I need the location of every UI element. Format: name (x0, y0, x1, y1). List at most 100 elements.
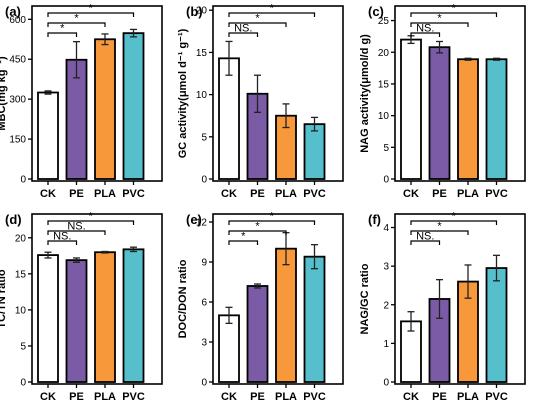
y-axis-title: MBC(mg kg⁻¹) (0, 56, 8, 131)
plot-frame (31, 5, 163, 182)
panel-label: (b) (186, 4, 203, 19)
significance-label: NS. (234, 23, 252, 35)
y-tick-label: 3 (383, 262, 389, 273)
x-tick-label: PLA (275, 188, 297, 200)
panel-label: (f) (368, 212, 381, 227)
bar-ck (218, 57, 240, 180)
bar-pvc (122, 32, 145, 180)
bar-pla (457, 58, 479, 180)
significance-bracket (410, 240, 441, 245)
y-tick-label: 2 (383, 300, 389, 311)
y-tick-label: 5 (201, 132, 207, 143)
y-axis-title: GC activity(μmol d⁻¹ g⁻¹) (177, 28, 189, 158)
significance-label: NS. (416, 23, 434, 35)
bar-pla (94, 251, 116, 383)
significance-label: * (437, 13, 442, 25)
panel-4: (e) 0 3 6 9 12 DOC/DON ratio CK PE PLA PVC * * * (177, 211, 344, 403)
significance-label: * (270, 3, 275, 15)
x-tick-label: PE (432, 391, 447, 403)
x-tick-label: CK (221, 188, 237, 200)
plot-frame (212, 5, 344, 182)
significance-bracket (410, 220, 498, 225)
x-tick-label: PVC (485, 188, 508, 200)
y-tick-label: 20 (378, 48, 390, 59)
significance-bracket (47, 230, 106, 235)
significance-bracket (228, 230, 287, 235)
bar-pe (65, 259, 88, 383)
y-axis-title: TC/TN ratio (0, 269, 8, 329)
y-tick-label: 15 (196, 48, 208, 59)
x-tick-label: CK (40, 391, 56, 403)
plot-frame (31, 213, 163, 385)
significance-bracket (410, 230, 469, 235)
y-tick-label: 6 (201, 298, 207, 309)
plot-frame (212, 213, 344, 385)
bar-pvc (122, 248, 145, 383)
y-tick-label: 0 (20, 175, 26, 186)
bar-pvc (485, 267, 508, 383)
bar-pvc (303, 123, 326, 180)
significance-label: * (60, 23, 65, 35)
y-tick-label: 300 (9, 95, 26, 106)
x-tick-label: PE (250, 188, 265, 200)
y-tick-label: 5 (20, 341, 26, 352)
x-tick-label: PVC (303, 188, 326, 200)
y-tick-label: 450 (9, 55, 26, 66)
panel-label: (d) (5, 212, 22, 227)
plot-frame (394, 213, 526, 385)
panel-label: (c) (368, 4, 384, 19)
y-tick-label: 25 (378, 16, 390, 27)
significance-label: * (452, 211, 457, 223)
significance-label: * (452, 3, 457, 15)
bar-pla (275, 247, 297, 383)
significance-label: * (241, 231, 246, 243)
bar-ck (400, 38, 422, 180)
panel-2: (c) 0 5 10 15 20 25 NAG activity(μmol/d g) CK PE P… (359, 3, 526, 200)
y-tick-label: 10 (15, 305, 27, 316)
panel-0: (a) 0 150 300 450 600 MBC(mg kg⁻¹) CK PE PLA PVC * *… (0, 3, 163, 200)
bar-pvc (303, 255, 326, 383)
significance-label: * (255, 221, 260, 233)
significance-bracket (228, 32, 259, 37)
significance-bracket (47, 12, 135, 17)
x-tick-label: PLA (457, 188, 479, 200)
y-tick-label: 10 (378, 111, 390, 122)
x-tick-label: PVC (122, 391, 145, 403)
y-axis-title: NAG activity(μmol/d g) (359, 34, 371, 153)
panel-label: (a) (5, 4, 21, 19)
significance-bracket (228, 12, 316, 17)
bar-ck (37, 254, 59, 383)
x-tick-label: PLA (275, 391, 297, 403)
significance-label: * (255, 13, 260, 25)
y-tick-label: 0 (201, 175, 207, 186)
panel-3: (d) 0 5 10 15 20 TC/TN ratio CK PE PLA PVC NS.NS. * (0, 211, 163, 403)
y-tick-label: 20 (15, 233, 27, 244)
y-tick-label: 4 (383, 223, 389, 234)
panel-1: (b) 0 5 10 15 20 GC activity(μmol d⁻¹ g⁻¹) CK PE… (177, 3, 344, 200)
y-tick-label: 600 (9, 15, 26, 26)
y-tick-label: 0 (383, 378, 389, 389)
x-tick-label: PVC (122, 188, 145, 200)
x-tick-label: PE (432, 188, 447, 200)
panel-label: (e) (186, 212, 202, 227)
plot-frame (394, 5, 526, 182)
significance-bracket (410, 32, 441, 37)
y-tick-label: 0 (201, 378, 207, 389)
significance-label: NS. (416, 231, 434, 243)
bar-pe (246, 285, 269, 383)
y-tick-label: 12 (196, 218, 208, 229)
significance-label: * (89, 3, 94, 15)
significance-bracket (228, 240, 259, 245)
y-tick-label: 1 (383, 339, 389, 350)
bar-pvc (485, 58, 508, 180)
bar-pe (428, 46, 451, 180)
significance-label: * (74, 13, 79, 25)
x-tick-label: PVC (485, 391, 508, 403)
significance-bracket (228, 22, 287, 27)
significance-bracket (410, 22, 469, 27)
x-tick-label: CK (221, 391, 237, 403)
x-tick-label: PVC (303, 391, 326, 403)
y-tick-label: 9 (201, 258, 207, 269)
